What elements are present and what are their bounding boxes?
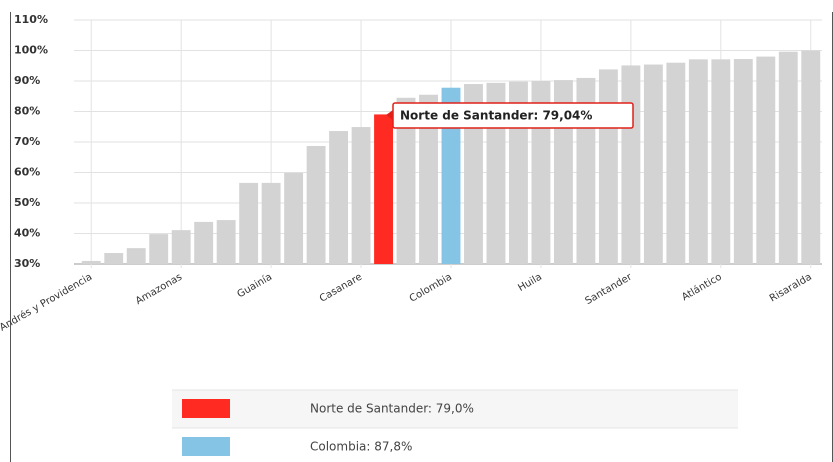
tooltip-pointer [386,110,393,120]
bar [374,114,393,264]
bar [643,64,663,264]
x-tick-label: Risaralda [768,272,814,305]
y-tick-label: 40% [14,227,40,240]
y-tick-label: 90% [14,74,40,87]
x-tick-label: Santander [584,271,635,307]
legend-swatch [182,399,230,418]
bar [284,172,304,264]
x-tick-label: Huila [516,272,544,294]
x-tick-label: Amazonas [134,272,184,307]
tooltip-text: Norte de Santander: 79,04% [400,109,592,123]
legend-label: Colombia: 87,8% [310,440,412,454]
bar [396,97,416,265]
legend-swatch [182,437,230,456]
bar [306,145,326,264]
bar [216,220,236,264]
y-tick-label: 70% [14,135,40,148]
bar [419,94,438,264]
bar [261,182,281,264]
bar [351,127,371,265]
x-tick-label: Colombia [408,272,454,305]
legend-label: Norte de Santander: 79,0% [310,402,474,416]
bar [329,131,349,264]
y-tick-label: 80% [14,105,40,118]
bar [733,59,753,264]
y-tick-label: 100% [14,44,48,57]
y-tick-label: 50% [14,196,40,209]
bar [688,59,708,264]
x-tick-label: Guainía [235,271,274,301]
bar [171,230,191,264]
y-tick-label: 60% [14,166,40,179]
bar [598,69,618,264]
bar [239,182,259,264]
bar [801,50,821,264]
bar [778,51,798,264]
bar [711,59,731,264]
y-tick-label: 30% [14,257,40,270]
bar [194,221,214,264]
bar [104,253,124,264]
x-tick-label: San Andrés y Providencia [0,271,94,345]
bar [756,56,776,264]
x-tick-label: Atlántico [680,271,724,303]
legend-row [172,390,738,428]
legend-row [172,428,738,462]
bar [666,62,686,265]
bar [441,87,461,265]
bar [464,84,483,264]
bar [149,234,169,264]
bar [81,260,101,264]
y-tick-label: 110% [14,13,48,26]
bar [621,65,641,264]
x-tick-label: Casanare [318,272,364,305]
bar [126,248,146,264]
